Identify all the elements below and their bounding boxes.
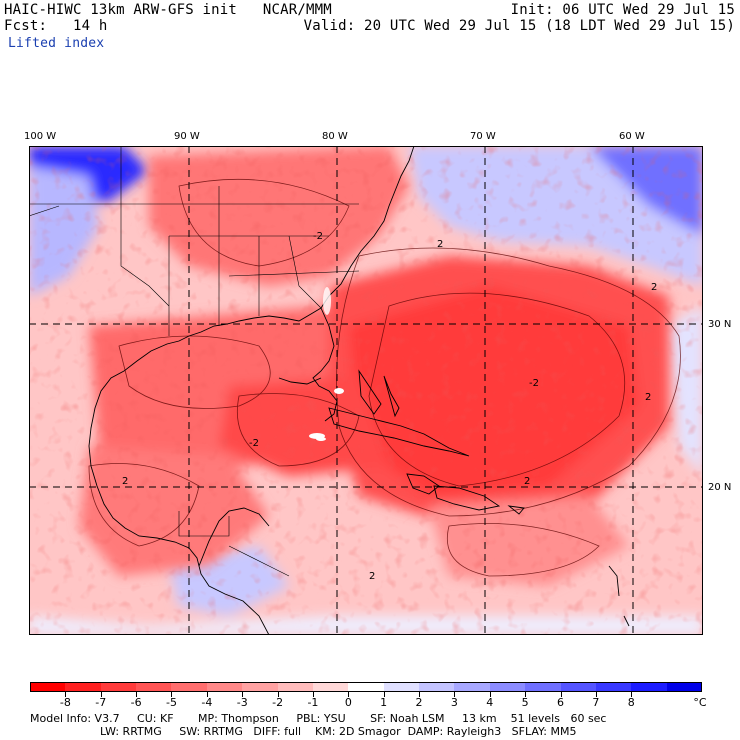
colorbar-label: 3 [450,696,458,709]
field-name: Lifted index [8,36,105,51]
colorbar-swatch [100,682,137,692]
contour-label: -2 [313,231,323,242]
colorbar-label: -7 [95,696,107,709]
colorbar-label: 6 [557,696,565,709]
colorbar-tick [136,692,138,697]
colorbar-swatch [560,682,597,692]
colorbar-tick [419,692,421,697]
colorbar-swatch [136,682,172,692]
colorbar-label: -5 [165,696,177,709]
colorbar-swatch [65,682,102,692]
contour-lines [88,178,681,577]
colorbar-tick [171,692,173,697]
valid-time: Valid: 20 UTC Wed 29 Jul 15 (18 LDT Wed … [303,18,735,34]
colorbar-tick [454,692,456,697]
colorbar-label: -8 [59,696,71,709]
colorbar-tick [631,692,633,697]
colorbar-swatch [666,682,703,692]
colorbar-tick [560,692,562,697]
lon-label-90w: 90 W [174,131,200,142]
state-borders [29,146,360,577]
colorbar-tick [65,692,67,697]
colorbar-tick [100,692,102,697]
colorbar-tick [206,692,208,697]
colorbar-tick [277,692,279,697]
contour-label: 2 [651,282,657,293]
colorbar-unit: °C [693,696,707,709]
colorbar-label: 0 [344,696,352,709]
model-title: HAIC-HIWC 13km ARW-GFS init NCAR/MMM [4,2,332,18]
lon-label-100w: 100 W [24,131,57,142]
lat-label-20n: 20 N [708,482,732,493]
forecast-hour: Fcst: 14 h [4,18,108,34]
contour-label: 2 [437,239,443,250]
colorbar-swatch [595,682,632,692]
colorbar-label: 4 [486,696,494,709]
colorbar-swatch [312,682,349,692]
contour-label: -2 [529,378,539,389]
colorbar-tick [489,692,491,697]
colorbar-swatch [525,682,562,692]
colorbar-swatch [277,682,314,692]
colorbar-label: -1 [307,696,319,709]
contour-label: -2 [249,438,259,449]
colorbar-label: 2 [415,696,423,709]
map-frame [29,146,703,635]
colorbar-swatch [348,682,385,692]
colorbar-frame [30,682,702,692]
lat-label-30n: 30 N [708,319,732,330]
colorbar-label: -6 [130,696,142,709]
colorbar-swatch [489,682,526,692]
contour-label: 2 [122,476,128,487]
colorbar-label: -2 [272,696,284,709]
lon-label-70w: 70 W [470,131,496,142]
coastlines [88,146,630,635]
colorbar-label: 5 [521,696,529,709]
colorbar-label: 7 [592,696,600,709]
colorbar-tick [242,692,244,697]
colorbar-tick [383,692,385,697]
lon-label-60w: 60 W [619,131,645,142]
model-info-line1: Model Info: V3.7 CU: KF MP: Thompson PBL… [30,712,607,725]
contour-label: 2 [645,392,651,403]
contour-label: 2 [524,476,530,487]
colorbar-swatch [30,682,66,692]
init-time: Init: 06 UTC Wed 29 Jul 15 [510,2,735,18]
lifted-index-map: 2 2 2 2 2 2 -2 -2 -2 [29,146,703,635]
colorbar-swatch [242,682,279,692]
colorbar-swatch [454,682,491,692]
colorbar-swatch [171,682,208,692]
colorbar-label: 8 [627,696,635,709]
colorbar-label: -4 [201,696,213,709]
colorbar-tick [312,692,314,697]
model-info-line2: LW: RRTMG SW: RRTMG DIFF: full KM: 2D Sm… [100,725,577,738]
colorbar-tick [348,692,350,697]
colorbar-tick [595,692,597,697]
colorbar-swatch [631,682,668,692]
local-maxima [309,287,344,441]
colorbar-swatch [419,682,455,692]
contour-label: 2 [369,571,375,582]
colorbar-swatch [383,682,420,692]
lon-label-80w: 80 W [322,131,348,142]
colorbar-tick [525,692,527,697]
colorbar-label: 1 [380,696,388,709]
colorbar-swatch [206,682,243,692]
colorbar-label: -3 [236,696,248,709]
